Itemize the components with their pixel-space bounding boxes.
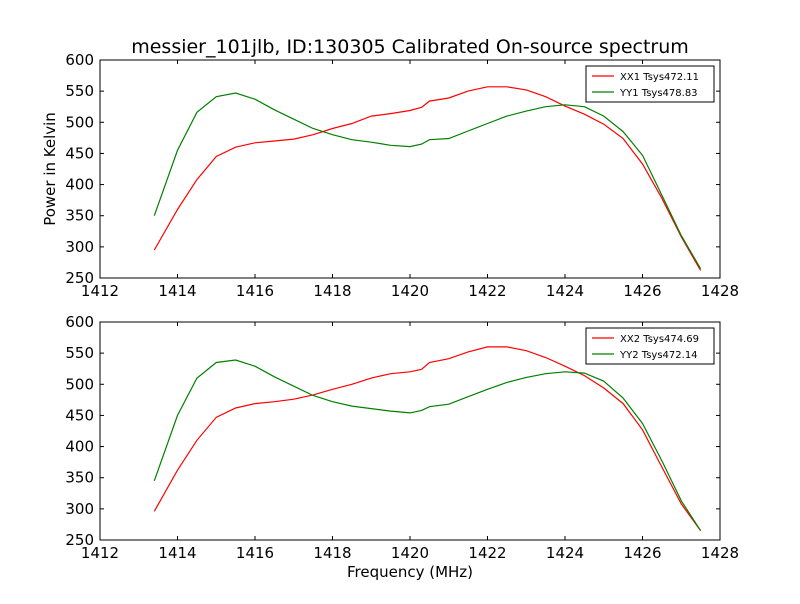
- x-tick-label: 1424: [546, 544, 584, 562]
- y-tick-label: 600: [65, 51, 94, 69]
- y-tick-label: 450: [65, 144, 94, 162]
- y-tick-label: 300: [65, 238, 94, 256]
- x-tick-label: 1424: [546, 282, 584, 300]
- x-tick-label: 1426: [623, 282, 661, 300]
- y-tick-label: 450: [65, 406, 94, 424]
- x-tick-label: 1426: [623, 544, 661, 562]
- chart-panel-1: 1412 1414 1416 1418 1420 1422 1424 1426 1428 250 3…: [65, 51, 739, 300]
- y-tick-label: 400: [65, 438, 94, 456]
- y-tick-label: 550: [65, 344, 94, 362]
- series-line-2-2: [153, 359, 702, 532]
- legend-box: [585, 65, 715, 103]
- legend-box: [585, 327, 715, 365]
- x-tick-label: 1420: [391, 544, 429, 562]
- x-tick-label: 1414: [158, 544, 196, 562]
- series-line-2-1: [153, 346, 702, 532]
- x-tick-label: 1416: [236, 544, 274, 562]
- y-tick-label: 350: [65, 469, 94, 487]
- x-tick-label: 1418: [313, 544, 351, 562]
- legend-2: XX2 Tsys474.69 YY2 Tsys472.14: [585, 327, 715, 365]
- chart-title: messier_101jlb, ID:130305 Calibrated On-…: [131, 36, 689, 58]
- legend-1: XX1 Tsys472.11 YY1 Tsys478.83: [585, 65, 715, 103]
- x-tick-label: 1414: [158, 282, 196, 300]
- y-tick-label: 250: [65, 531, 94, 549]
- x-tick-label: 1422: [468, 282, 506, 300]
- series-line-1-2: [153, 92, 702, 270]
- legend-entry: YY2 Tsys472.14: [619, 350, 698, 361]
- y-tick-label: 250: [65, 269, 94, 287]
- y-tick-label: 400: [65, 176, 94, 194]
- x-tick-label: 1420: [391, 282, 429, 300]
- x-tick-label: 1428: [701, 544, 739, 562]
- x-tick-label: 1428: [701, 282, 739, 300]
- y-tick-label: 300: [65, 500, 94, 518]
- legend-entry: YY1 Tsys478.83: [619, 88, 698, 99]
- x-axis-label: Frequency (MHz): [347, 563, 473, 581]
- series-line-1-1: [153, 86, 702, 271]
- legend-entry: XX1 Tsys472.11: [620, 72, 699, 83]
- x-tick-label: 1418: [313, 282, 351, 300]
- y-tick-label: 500: [65, 375, 94, 393]
- x-tick-label: 1412: [81, 544, 119, 562]
- y-tick-label: 600: [65, 313, 94, 331]
- y-axis-label: Power in Kelvin: [41, 112, 59, 226]
- y-tick-label: 550: [65, 82, 94, 100]
- x-tick-label: 1416: [236, 282, 274, 300]
- x-tick-label: 1412: [81, 282, 119, 300]
- y-tick-label: 350: [65, 207, 94, 225]
- legend-entry: XX2 Tsys474.69: [620, 334, 699, 345]
- chart-panel-2: 1412 1414 1416 1418 1420 1422 1424 1426 1428 250 3…: [65, 313, 739, 562]
- y-tick-label: 500: [65, 113, 94, 131]
- x-tick-label: 1422: [468, 544, 506, 562]
